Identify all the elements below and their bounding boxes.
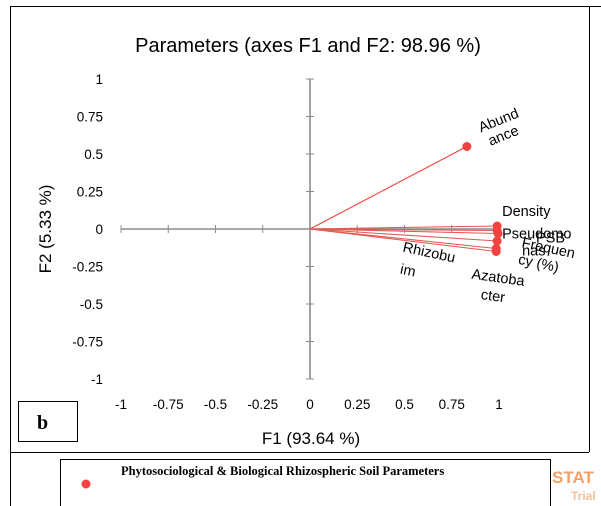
legend-box — [60, 459, 551, 506]
x-tick-label: -1 — [115, 397, 127, 412]
point-label: Pseudomo nas — [502, 227, 571, 260]
watermark-line1: STAT — [552, 468, 594, 487]
data-point — [491, 247, 501, 256]
panel-letter-box — [18, 401, 78, 442]
point-label-line: Azatoba — [471, 267, 527, 290]
point-label-line: cter — [480, 287, 506, 306]
legend-label: Phytosociological & Biological Rhizosphe… — [121, 464, 444, 478]
loading-vector — [309, 228, 499, 235]
x-tick-label: -0.25 — [247, 397, 278, 412]
loading-vector — [309, 225, 498, 230]
point-label: Azatobacter — [468, 267, 526, 309]
panel-letter: b — [37, 412, 48, 434]
x-tick-label: 0.5 — [395, 397, 414, 412]
data-point — [493, 229, 503, 238]
x-tick-label: 0.25 — [344, 397, 370, 412]
y-tick-label: -0.75 — [72, 335, 103, 350]
loading-vector — [309, 228, 498, 242]
x-tick-label: -0.75 — [153, 397, 184, 412]
y-tick-label: 0 — [95, 222, 103, 237]
point-label-line: PSB — [536, 231, 565, 247]
y-tick-label: -1 — [91, 372, 103, 387]
y-tick-label: 0.5 — [84, 147, 103, 162]
y-tick-label: 0.75 — [77, 110, 103, 125]
chart-title: Parameters (axes F1 and F2: 98.96 %) — [135, 35, 481, 57]
loading-vectors — [309, 146, 499, 253]
y-tick-labels: -1 -0.75 -0.5 -0.25 0 0.25 0.5 0.75 1 — [72, 72, 103, 387]
x-axis-label: F1 (93.64 %) — [262, 429, 360, 448]
y-tick-label: 0.25 — [77, 185, 103, 200]
loading-vector — [309, 228, 497, 253]
y-tick-label: 1 — [95, 72, 103, 87]
loading-vector — [309, 146, 468, 230]
x-tick-label: -0.5 — [204, 397, 227, 412]
point-label-line: nas — [522, 244, 545, 260]
data-point — [462, 142, 472, 151]
x-tick-label: 0.75 — [439, 397, 465, 412]
y-axis-label: F2 (5.33 %) — [36, 185, 55, 274]
watermark-line2: Trial — [571, 489, 596, 503]
x-tick-labels: -1 -0.75 -0.5 -0.25 0 0.25 0.5 0.75 1 — [115, 397, 503, 412]
data-points — [462, 142, 503, 256]
y-tick-label: -0.5 — [80, 297, 103, 312]
legend-marker — [81, 479, 91, 489]
x-tick-label: 0 — [306, 397, 314, 412]
point-label: Density — [502, 204, 551, 220]
point-label: Abundance — [476, 106, 527, 151]
point-label-line: Pseudomo — [502, 227, 571, 243]
y-tick-label: -0.25 — [72, 260, 103, 275]
x-tick-label: 1 — [495, 397, 503, 412]
point-label: Rhizobuim — [397, 240, 457, 288]
data-point — [492, 236, 502, 246]
point-label: PSB — [536, 231, 565, 247]
point-label-line: Density — [502, 204, 551, 220]
point-label-line: im — [399, 262, 417, 281]
